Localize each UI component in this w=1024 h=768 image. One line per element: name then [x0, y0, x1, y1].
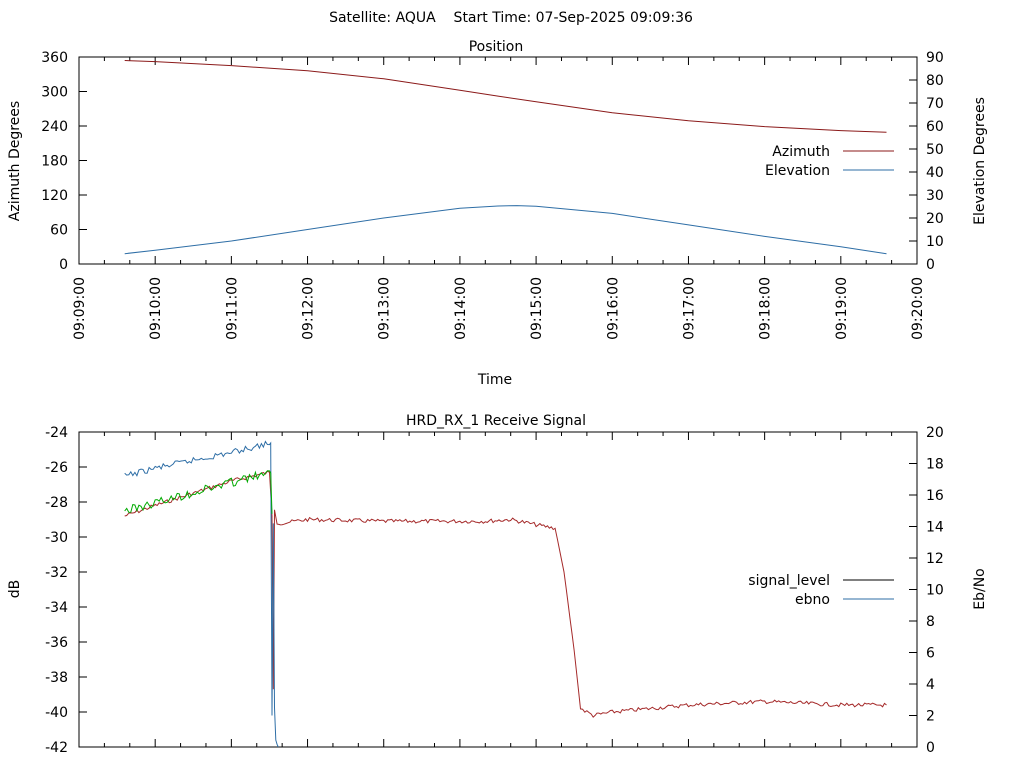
- y-tick-label: 300: [41, 85, 68, 101]
- y2-tick-label: 4: [926, 677, 935, 693]
- y-tick-label: -28: [45, 495, 68, 511]
- y2-tick-label: 10: [926, 583, 944, 599]
- legend-label-azimuth: Azimuth: [772, 144, 830, 160]
- position-x-ticks: 09:09:00 09:10:00 09:11:00 09:12:00 09:13:00…: [72, 57, 926, 340]
- position-series: [124, 60, 887, 255]
- y2-tick-label: 40: [926, 165, 944, 181]
- y2-tick-label: 80: [926, 73, 944, 89]
- series-line-signal-level: [124, 470, 887, 718]
- y-tick-label: -30: [45, 530, 68, 546]
- series-line-Elevation: [124, 205, 887, 255]
- legend-label-signal-level: signal_level: [748, 573, 830, 589]
- y-tick-label: 240: [41, 119, 68, 135]
- y-tick-label: 0: [59, 257, 68, 273]
- x-tick-label: 09:11:00: [224, 277, 240, 340]
- signal-y2-ticks: 0 2 4 6 8 10 12 14 16 18 20: [909, 425, 944, 756]
- position-y2-axis-label: Elevation Degrees: [972, 97, 988, 225]
- y2-tick-label: 60: [926, 119, 944, 135]
- y2-tick-label: 2: [926, 709, 935, 725]
- y-tick-label: -36: [45, 635, 68, 651]
- position-chart: Position 0 60 120 180 240 300 360 0 10 20 30 40 50 6…: [7, 39, 988, 388]
- signal-series: [124, 440, 887, 748]
- legend-label-elevation: Elevation: [765, 163, 830, 179]
- signal-y-axis-label: dB: [7, 580, 23, 599]
- y-tick-label: -26: [45, 460, 68, 476]
- y2-tick-label: 30: [926, 188, 944, 204]
- y-tick-label: -40: [45, 705, 68, 721]
- y2-tick-label: 8: [926, 614, 935, 630]
- y2-tick-label: 14: [926, 520, 944, 536]
- y-tick-label: -42: [45, 740, 68, 756]
- x-tick-label: 09:15:00: [529, 277, 545, 340]
- position-chart-title: Position: [469, 39, 524, 55]
- x-tick-label: 09:19:00: [834, 277, 850, 340]
- y2-tick-label: 18: [926, 457, 944, 473]
- position-x-axis-label: Time: [477, 372, 512, 388]
- x-tick-label: 09:13:00: [377, 277, 393, 340]
- legend-label-ebno: ebno: [795, 592, 830, 608]
- y-tick-label: 360: [41, 50, 68, 66]
- signal-plot-area: [78, 431, 918, 748]
- signal-y-ticks: -42 -40 -38 -36 -34 -32 -30 -28 -26 -24: [45, 425, 87, 756]
- y-tick-label: 180: [41, 154, 68, 170]
- series-line-Azimuth: [124, 60, 887, 133]
- position-y-ticks: 0 60 120 180 240 300 360: [41, 50, 87, 273]
- signal-chart: HRD_RX_1 Receive Signal -42-40-38-36-34-…: [7, 413, 988, 756]
- y-tick-label: 120: [41, 188, 68, 204]
- x-tick-label: 09:10:00: [148, 277, 164, 340]
- x-tick-label: 09:20:00: [910, 277, 926, 340]
- x-tick-label: 09:14:00: [453, 277, 469, 340]
- signal-chart-title: HRD_RX_1 Receive Signal: [406, 413, 586, 429]
- position-y-axis-label: Azimuth Degrees: [7, 101, 23, 221]
- series-line-trace-2: [124, 470, 273, 514]
- y2-tick-label: 10: [926, 234, 944, 250]
- figure-title: Satellite: AQUA Start Time: 07-Sep-2025 …: [329, 10, 693, 26]
- y2-tick-label: 6: [926, 646, 935, 662]
- y2-tick-label: 12: [926, 551, 944, 567]
- y2-tick-label: 16: [926, 488, 944, 504]
- position-legend: Azimuth Elevation: [765, 144, 894, 179]
- position-plot-area: [78, 56, 918, 265]
- y2-tick-label: 20: [926, 211, 944, 227]
- signal-x-ticks: [78, 432, 918, 747]
- y2-tick-label: 70: [926, 96, 944, 112]
- x-tick-label: 09:18:00: [758, 277, 774, 340]
- x-tick-label: 09:16:00: [605, 277, 621, 340]
- y-tick-label: -34: [45, 600, 68, 616]
- y-tick-label: -32: [45, 565, 68, 581]
- x-tick-label: 09:12:00: [301, 277, 317, 340]
- y-tick-label: -24: [45, 425, 68, 441]
- y2-tick-label: 90: [926, 50, 944, 66]
- position-y2-ticks: 0 10 20 30 40 50 60 70 80 90: [909, 50, 944, 273]
- y2-tick-label: 0: [926, 257, 935, 273]
- series-line-ebno: [124, 440, 279, 748]
- signal-legend: signal_level ebno: [748, 573, 894, 608]
- y2-tick-label: 50: [926, 142, 944, 158]
- y2-tick-label: 20: [926, 425, 944, 441]
- x-tick-label: 09:09:00: [72, 277, 88, 340]
- signal-y2-axis-label: Eb/No: [972, 568, 988, 610]
- y-tick-label: 60: [50, 223, 68, 239]
- y2-tick-label: 0: [926, 740, 935, 756]
- y-tick-label: -38: [45, 670, 68, 686]
- x-tick-label: 09:17:00: [681, 277, 697, 340]
